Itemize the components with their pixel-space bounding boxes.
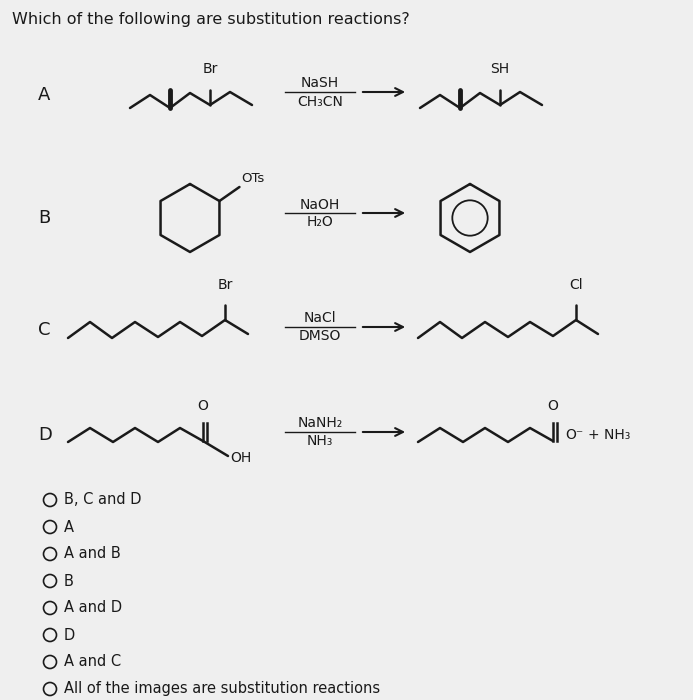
Text: Which of the following are substitution reactions?: Which of the following are substitution …	[12, 12, 410, 27]
Text: A and D: A and D	[64, 601, 122, 615]
Text: A and B: A and B	[64, 547, 121, 561]
Text: All of the images are substitution reactions: All of the images are substitution react…	[64, 682, 380, 696]
Text: B: B	[38, 209, 51, 227]
Text: O: O	[547, 399, 559, 413]
Text: A and C: A and C	[64, 654, 121, 669]
Text: C: C	[38, 321, 51, 339]
Text: B, C and D: B, C and D	[64, 493, 141, 507]
Text: + NH₃: + NH₃	[588, 428, 631, 442]
Text: Br: Br	[202, 62, 218, 76]
Text: Cl: Cl	[569, 278, 583, 292]
Text: D: D	[38, 426, 52, 444]
Text: O: O	[198, 399, 209, 413]
Text: DMSO: DMSO	[299, 329, 341, 343]
Text: B: B	[64, 573, 73, 589]
Text: H₂O: H₂O	[306, 215, 333, 229]
Text: OH: OH	[230, 451, 252, 465]
Text: Br: Br	[218, 278, 233, 292]
Text: CH₃CN: CH₃CN	[297, 95, 343, 109]
Text: NaCl: NaCl	[304, 311, 336, 325]
Text: OTs: OTs	[241, 172, 265, 185]
Text: SH: SH	[491, 62, 509, 76]
Text: NaNH₂: NaNH₂	[297, 416, 342, 430]
Text: A: A	[38, 86, 51, 104]
Text: D: D	[64, 627, 75, 643]
Text: NaOH: NaOH	[300, 198, 340, 212]
Text: NaSH: NaSH	[301, 76, 339, 90]
Text: NH₃: NH₃	[307, 434, 333, 448]
Text: O⁻: O⁻	[565, 428, 584, 442]
Text: A: A	[64, 519, 73, 535]
